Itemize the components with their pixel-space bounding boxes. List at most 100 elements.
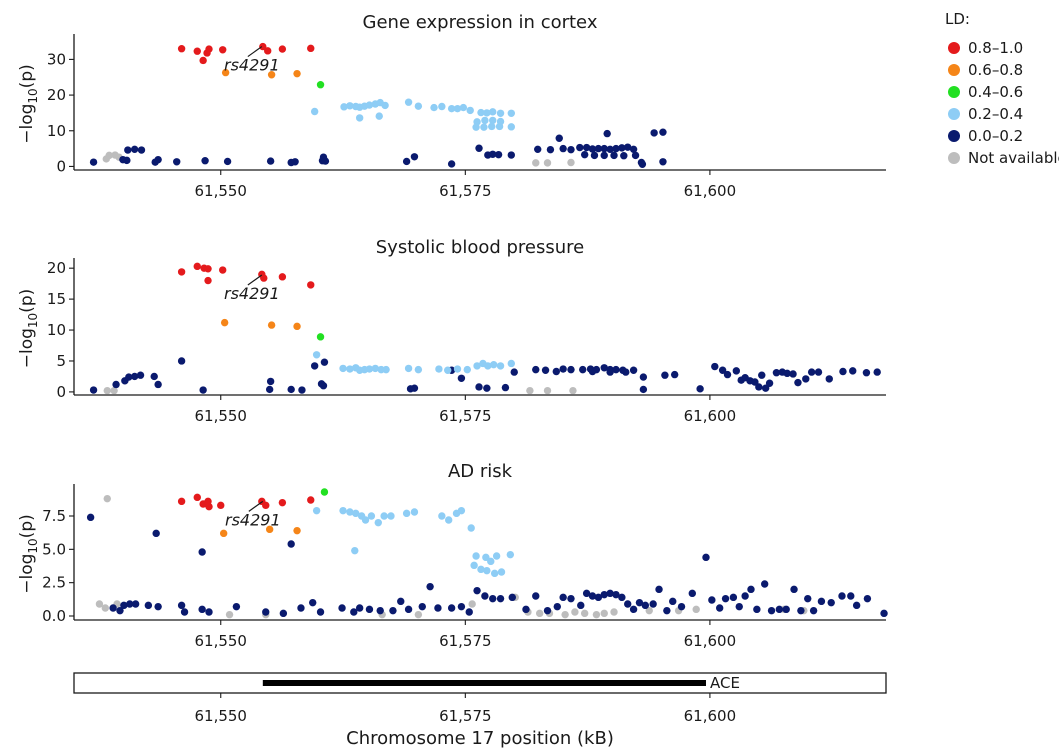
- point-na: [543, 159, 552, 167]
- point-r5: [747, 585, 755, 594]
- x-tick-label: 61,575: [439, 407, 492, 425]
- point-r5: [131, 600, 140, 608]
- point-r5: [494, 150, 503, 159]
- point-r5: [649, 600, 657, 608]
- y-axis-label: −log10(p): [17, 514, 40, 594]
- ld-legend: LD: 0.8–1.0 0.6–0.8 0.4–0.6 0.2–0.4 0.0–0.2 N…: [945, 10, 1059, 167]
- legend-label-r3: 0.4–0.6: [968, 83, 1023, 101]
- point-r5: [582, 589, 591, 598]
- point-r1: [219, 46, 227, 54]
- point-r5: [761, 384, 770, 392]
- point-r1: [199, 56, 207, 65]
- point-r4: [346, 102, 354, 110]
- point-r5: [543, 606, 552, 615]
- y-tick-label: 30: [47, 50, 66, 68]
- point-r4: [507, 123, 516, 131]
- y-axis-label-part: −log: [17, 554, 37, 594]
- panels-layer: Gene expression in cortex 0 10 20 30 61,550 61…: [17, 12, 888, 650]
- point-r5: [661, 371, 669, 379]
- point-r5: [659, 158, 667, 166]
- point-r4: [352, 509, 360, 518]
- annotation-label: rs4291: [224, 56, 280, 75]
- point-r1: [259, 42, 267, 51]
- point-na: [610, 608, 618, 616]
- point-r5: [847, 592, 855, 600]
- point-r5: [588, 367, 597, 376]
- point-r1: [193, 47, 201, 55]
- point-r1: [307, 281, 315, 289]
- point-r5: [125, 373, 133, 381]
- point-r4: [346, 508, 354, 516]
- point-r4: [402, 509, 411, 518]
- point-r4: [382, 365, 390, 374]
- point-r4: [483, 109, 491, 117]
- panel-2: Systolic blood pressure 0 5 10 15 20 61,550 61,…: [17, 237, 886, 425]
- point-r5: [410, 153, 419, 161]
- point-r4: [312, 351, 321, 359]
- y-tick-label: 10: [47, 122, 66, 140]
- point-r5: [223, 157, 232, 166]
- point-r3: [320, 488, 329, 496]
- point-r4: [488, 122, 496, 131]
- point-r5: [862, 369, 871, 377]
- point-r5: [641, 601, 650, 610]
- point-r5: [483, 384, 491, 392]
- point-r5: [783, 369, 791, 378]
- point-r4: [444, 366, 452, 374]
- point-r5: [389, 606, 397, 615]
- point-r1: [219, 266, 227, 274]
- point-r4: [459, 103, 468, 112]
- point-r2: [267, 321, 276, 329]
- point-r4: [467, 524, 475, 532]
- point-r5: [772, 369, 781, 377]
- annotation-leader: [248, 500, 264, 512]
- panel-1: Gene expression in cortex 0 10 20 30 61,550 61…: [17, 12, 886, 200]
- point-r5: [594, 144, 603, 153]
- y-axis-label-part: −log: [17, 328, 37, 368]
- point-r5: [534, 145, 542, 154]
- point-r2: [293, 322, 301, 331]
- point-r1: [278, 498, 287, 507]
- point-r5: [723, 370, 732, 379]
- point-r4: [492, 552, 501, 560]
- point-r4: [310, 107, 319, 116]
- point-r4: [457, 506, 466, 515]
- point-r5: [797, 606, 805, 615]
- point-r5: [758, 371, 766, 379]
- point-r5: [789, 370, 797, 378]
- point-r5: [612, 144, 620, 153]
- y-axis-label-part: (p): [17, 64, 37, 88]
- point-r5: [809, 606, 818, 615]
- point-r5: [198, 548, 206, 556]
- point-r4: [506, 550, 515, 559]
- y-axis-label-subscript: 10: [26, 313, 40, 328]
- y-axis-label: −log10(p): [17, 64, 40, 144]
- point-na: [101, 604, 110, 612]
- point-r5: [852, 601, 861, 610]
- point-r5: [708, 596, 716, 604]
- point-r4: [497, 568, 506, 576]
- point-r5: [600, 144, 608, 153]
- point-na: [645, 606, 653, 615]
- point-r2: [221, 68, 230, 77]
- point-r4: [430, 103, 438, 112]
- point-r5: [670, 370, 679, 379]
- legend-label-na: Not available: [968, 149, 1059, 167]
- point-r4: [414, 365, 423, 374]
- y-tick-label: 15: [47, 290, 66, 308]
- point-r5: [154, 380, 162, 389]
- point-r5: [669, 597, 677, 606]
- point-r5: [659, 128, 667, 136]
- x-tick-label: 61,550: [194, 707, 247, 725]
- point-r4: [365, 101, 374, 109]
- legend-label-r1: 0.8–1.0: [968, 39, 1023, 57]
- point-r5: [116, 606, 124, 615]
- point-r3: [316, 333, 325, 341]
- point-r5: [631, 151, 640, 160]
- point-r5: [767, 606, 776, 615]
- point-r5: [126, 600, 134, 608]
- point-r5: [620, 152, 628, 160]
- point-r5: [319, 153, 328, 161]
- point-r5: [755, 383, 763, 391]
- y-tick-label: 10: [47, 321, 66, 339]
